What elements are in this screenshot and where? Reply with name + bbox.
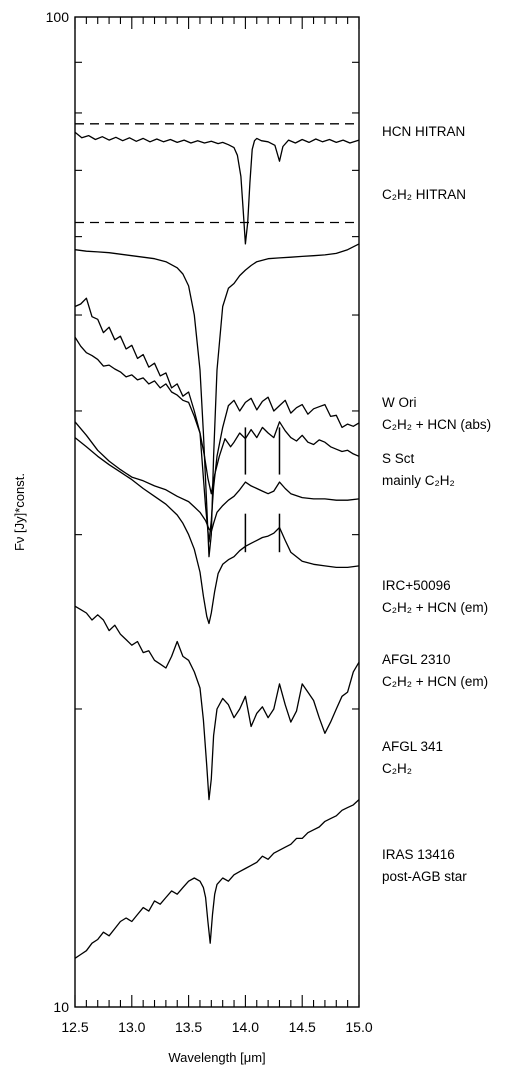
label-line: C₂H₂ + HCN (em)	[382, 600, 488, 615]
series-afgl-2310	[74, 437, 360, 625]
label-line: HCN HITRAN	[382, 124, 465, 139]
series-hcn-hitran	[74, 131, 360, 245]
label-line: AFGL 2310	[382, 652, 451, 667]
reference-lines	[75, 123, 359, 224]
label-c2h2-hitran: C₂H₂ HITRAN	[382, 187, 466, 202]
plot-frame	[74, 16, 360, 1008]
label-afgl-341: AFGL 341 C₂H₂	[382, 739, 443, 776]
spectrum-labels: HCN HITRAN C₂H₂ HITRAN W Ori C₂H₂ + HCN (ab…	[382, 124, 491, 884]
series-w-ori	[74, 297, 360, 543]
label-line: C₂H₂ + HCN (em)	[382, 674, 488, 689]
label-s-sct: S Sct mainly C₂H₂	[382, 451, 455, 488]
x-tick-label: 13.0	[118, 1019, 145, 1035]
x-tick-label: 15.0	[345, 1019, 372, 1035]
spectra	[74, 131, 360, 959]
label-line: post-AGB star	[382, 869, 467, 884]
series-s-sct	[74, 336, 360, 495]
label-line: C₂H₂ + HCN (abs)	[382, 417, 491, 432]
label-afgl-2310: AFGL 2310 C₂H₂ + HCN (em)	[382, 652, 488, 689]
label-w-ori: W Ori C₂H₂ + HCN (abs)	[382, 395, 491, 432]
label-line: C₂H₂	[382, 761, 412, 776]
y-tick-label: 10	[53, 999, 69, 1015]
x-tick-label: 12.5	[61, 1019, 88, 1035]
x-tick-label: 13.5	[175, 1019, 202, 1035]
label-line: S Sct	[382, 451, 415, 466]
axis-ticks	[74, 17, 360, 1007]
label-line: C₂H₂ HITRAN	[382, 187, 466, 202]
y-tick-label: 100	[46, 9, 70, 25]
series-irc-50096	[74, 421, 360, 533]
y-axis-title: Fν [Jy]*const.	[12, 473, 27, 551]
x-tick-label: 14.0	[232, 1019, 259, 1035]
series-afgl-341	[74, 605, 360, 801]
series-c2h2-hitran	[74, 243, 360, 558]
x-axis-title: Wavelength [μm]	[168, 1050, 265, 1065]
label-line: IRAS 13416	[382, 847, 455, 862]
x-tick-label: 14.5	[289, 1019, 316, 1035]
label-iras-13416: IRAS 13416 post-AGB star	[382, 847, 467, 884]
series-iras-13416	[74, 799, 360, 959]
tick-labels: 12.5 13.0 13.5 14.0 14.5 15.0 10 100	[46, 9, 373, 1035]
label-hcn-hitran: HCN HITRAN	[382, 124, 465, 139]
label-line: W Ori	[382, 395, 417, 410]
label-line: mainly C₂H₂	[382, 473, 455, 488]
feature-markers	[244, 427, 281, 553]
label-line: IRC+50096	[382, 578, 451, 593]
label-line: AFGL 341	[382, 739, 443, 754]
label-irc-50096: IRC+50096 C₂H₂ + HCN (em)	[382, 578, 488, 615]
